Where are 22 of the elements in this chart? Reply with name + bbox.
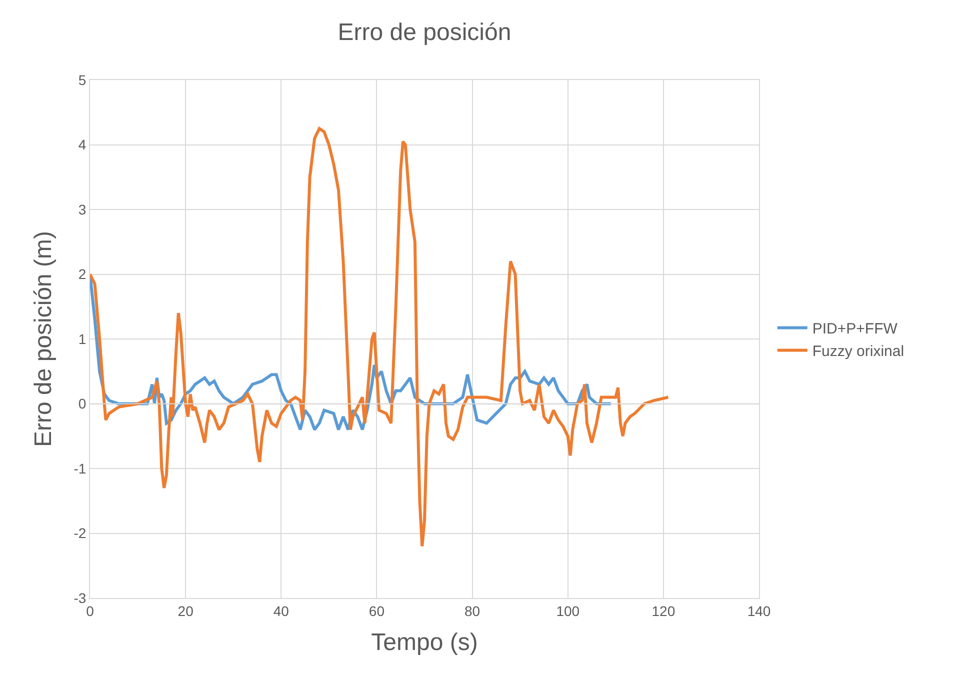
- y-tick-label: 3: [78, 201, 86, 218]
- y-tick-label: -2: [74, 525, 86, 542]
- y-tick-label: -3: [74, 590, 86, 606]
- x-tick-label: 80: [464, 602, 480, 619]
- y-tick-label: -1: [74, 460, 86, 476]
- x-tick-label: 60: [368, 602, 385, 619]
- y-tick-label: 0: [78, 396, 86, 412]
- x-tick-label: 40: [273, 602, 290, 619]
- chart-title: Erro de posición: [338, 19, 512, 46]
- x-tick-label: 120: [652, 602, 676, 619]
- x-tick-label: 140: [747, 602, 771, 619]
- y-tick-label: 2: [78, 266, 86, 282]
- line-series: [90, 127, 670, 548]
- legend-label: Fuzzy orixinal: [812, 343, 904, 360]
- y-axis-title: Erro de posición (m): [30, 230, 57, 448]
- y-tick-label: 5: [78, 72, 86, 88]
- y-tick-label: 1: [78, 330, 86, 347]
- y-tick-label: 4: [78, 136, 86, 153]
- x-tick-label: 20: [178, 602, 194, 619]
- legend-label: PID+P+FFW: [812, 320, 898, 338]
- x-axis-title: Tempo (s): [371, 629, 478, 656]
- x-tick-label: 100: [556, 602, 580, 619]
